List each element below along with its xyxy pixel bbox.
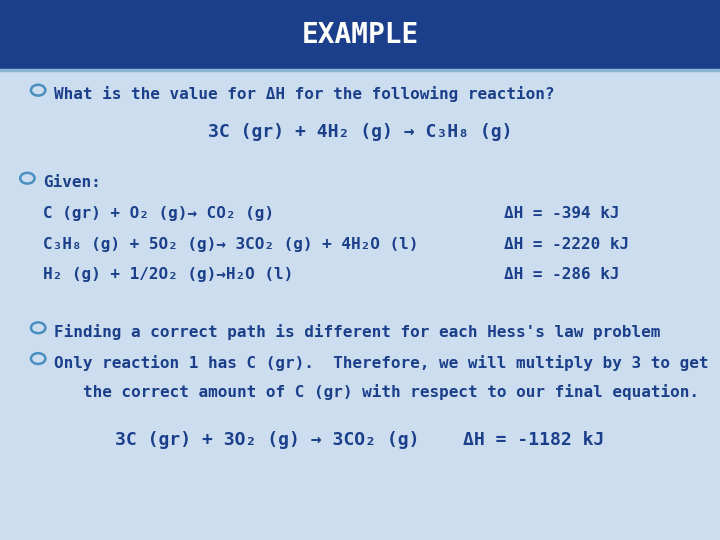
Text: H₂ (g) + 1/2O₂ (g)→H₂O (l): H₂ (g) + 1/2O₂ (g)→H₂O (l) bbox=[43, 267, 294, 282]
Text: Only reaction 1 has C (gr).  Therefore, we will multiply by 3 to get: Only reaction 1 has C (gr). Therefore, w… bbox=[54, 355, 708, 371]
Text: What is the value for ΔH for the following reaction?: What is the value for ΔH for the followi… bbox=[54, 86, 554, 103]
Text: 3C (gr) + 3O₂ (g) → 3CO₂ (g)    ΔH = -1182 kJ: 3C (gr) + 3O₂ (g) → 3CO₂ (g) ΔH = -1182 … bbox=[115, 431, 605, 449]
Text: C (gr) + O₂ (g)→ CO₂ (g): C (gr) + O₂ (g)→ CO₂ (g) bbox=[43, 206, 274, 221]
Text: ΔH = -2220 kJ: ΔH = -2220 kJ bbox=[504, 237, 629, 252]
Text: ΔH = -394 kJ: ΔH = -394 kJ bbox=[504, 206, 619, 221]
Text: Given:: Given: bbox=[43, 175, 101, 190]
Bar bbox=[0, 0, 720, 70]
Text: the correct amount of C (gr) with respect to our final equation.: the correct amount of C (gr) with respec… bbox=[83, 383, 699, 400]
Text: 3C (gr) + 4H₂ (g) → C₃H₈ (g): 3C (gr) + 4H₂ (g) → C₃H₈ (g) bbox=[208, 123, 512, 141]
Text: C₃H₈ (g) + 5O₂ (g)→ 3CO₂ (g) + 4H₂O (l): C₃H₈ (g) + 5O₂ (g)→ 3CO₂ (g) + 4H₂O (l) bbox=[43, 237, 418, 252]
Text: EXAMPLE: EXAMPLE bbox=[302, 21, 418, 49]
Text: Finding a correct path is different for each Hess's law problem: Finding a correct path is different for … bbox=[54, 324, 660, 340]
Text: ΔH = -286 kJ: ΔH = -286 kJ bbox=[504, 267, 619, 282]
